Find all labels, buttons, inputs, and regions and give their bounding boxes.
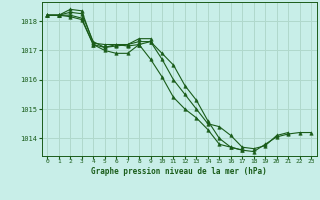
X-axis label: Graphe pression niveau de la mer (hPa): Graphe pression niveau de la mer (hPa) bbox=[91, 167, 267, 176]
